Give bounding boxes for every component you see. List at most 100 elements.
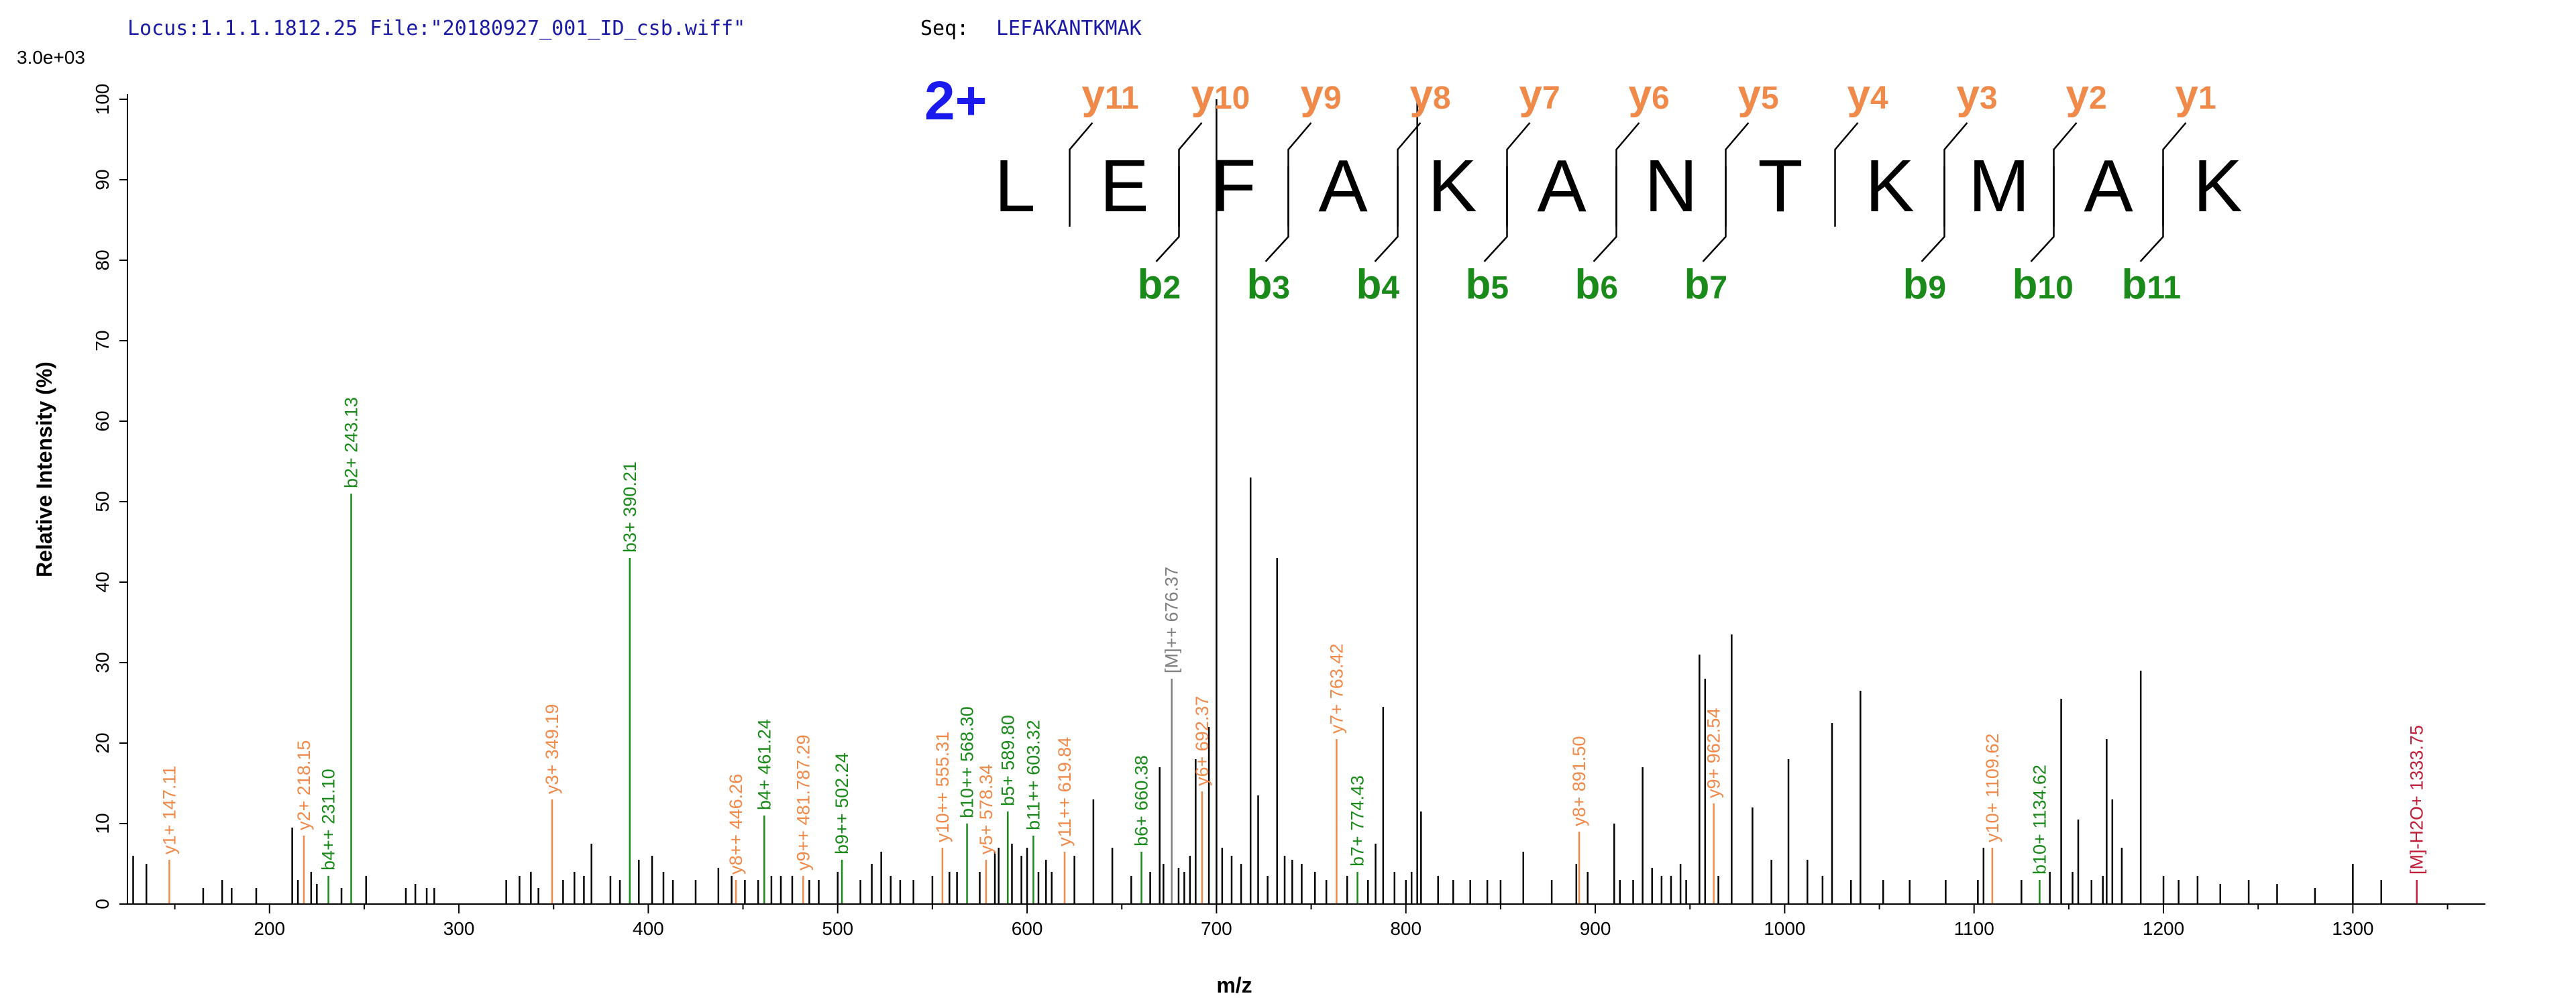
y-ion-label: y10 — [1191, 72, 1250, 118]
seq-value: LEFAKANTKMAK — [996, 17, 1142, 40]
sequence-residue: F — [1211, 145, 1256, 227]
y-tick-label: 20 — [92, 732, 113, 753]
peak-label: b3+ 390.21 — [620, 461, 640, 553]
peak-label: y9++ 481.787.29 — [793, 734, 813, 871]
axis-ticks: 0 10 20 30 40 50 60 70 80 90 100 200 300 400 500 600 700… — [92, 84, 2449, 939]
y-ion-label: y3 — [1957, 72, 1998, 118]
sequence-residue: E — [1099, 145, 1148, 227]
y-tick-label: 10 — [92, 813, 113, 834]
peaks — [132, 99, 2418, 904]
peak-label: b10++ 568.30 — [957, 706, 977, 818]
sequence-residue: K — [1865, 145, 1914, 227]
peak-label: y7+ 763.42 — [1326, 644, 1346, 734]
b-ion-label: b3 — [1247, 262, 1291, 308]
b-ion-bracket — [1593, 166, 1617, 262]
x-tick-label: 200 — [254, 918, 285, 939]
peak-label: b10+ 1134.62 — [2029, 765, 2049, 875]
y-ion-bracket — [1506, 122, 1531, 227]
b-ion-bracket — [1921, 166, 1945, 262]
y-ion-label: y6 — [1629, 72, 1670, 118]
x-tick-label: 1000 — [1764, 918, 1805, 939]
peak-label: [M]-H2O+ 1333.75 — [2407, 725, 2427, 875]
y-ion-label: y1 — [2176, 72, 2216, 118]
b-ion-bracket — [1265, 166, 1289, 262]
y-tick-label: 100 — [92, 84, 113, 115]
peak-label: b9++ 502.24 — [832, 752, 852, 854]
x-tick-label: 400 — [633, 918, 664, 939]
y-ion-label: y9 — [1301, 72, 1342, 118]
y-ion-label: y7 — [1519, 72, 1560, 118]
b-ion-label: b7 — [1684, 262, 1728, 308]
x-tick-label: 1200 — [2143, 918, 2184, 939]
y-ion-label: y4 — [1847, 72, 1888, 118]
sequence-residue: L — [994, 145, 1035, 227]
y-tick-label: 80 — [92, 249, 113, 270]
b-ion-label: b4 — [1356, 262, 1400, 308]
peak-label: b2+ 243.13 — [341, 397, 362, 488]
peak-label: y5+ 578.34 — [976, 765, 996, 854]
peak-label: y6+ 692.37 — [1192, 696, 1212, 786]
sequence-residue: M — [1968, 145, 2030, 227]
peak-label: y8++ 446.26 — [726, 774, 746, 875]
peak-label: b4+ 461.24 — [754, 719, 774, 810]
y-ion-bracket — [1069, 122, 1093, 227]
y-tick-label: 50 — [92, 491, 113, 512]
b-ion-label: b6 — [1575, 262, 1619, 308]
peak-label: y9+ 962.54 — [1704, 708, 1724, 798]
max-intensity-label: 3.0e+03 — [17, 47, 85, 68]
y-ion-label: y2 — [2066, 72, 2107, 118]
peak-label: b5+ 589.80 — [998, 715, 1018, 806]
seq-label: Seq: — [920, 17, 969, 40]
peak-label: y10+ 1109.62 — [1982, 734, 2002, 842]
y-tick-label: 30 — [92, 652, 113, 673]
b-ion-label: b10 — [2012, 262, 2074, 308]
sequence-residue: T — [1758, 145, 1803, 227]
b-ion-bracket — [1374, 166, 1399, 262]
y-ion-label: y8 — [1410, 72, 1451, 118]
peak-label: y11++ 619.84 — [1055, 737, 1075, 846]
sequence-residue: K — [2193, 145, 2242, 227]
x-tick-label: 300 — [443, 918, 475, 939]
peak-label: b7+ 774.43 — [1348, 775, 1368, 866]
y-tick-label: 40 — [92, 571, 113, 592]
peak-label: y8+ 891.50 — [1569, 736, 1589, 826]
b-ion-bracket — [1155, 166, 1180, 262]
peak-label: b4++ 231.10 — [319, 769, 339, 871]
x-tick-label: 700 — [1201, 918, 1232, 939]
x-tick-label: 800 — [1390, 918, 1421, 939]
y-ion-bracket — [1615, 122, 1640, 227]
locus-file-label: Locus:1.1.1.1812.25 File:"20180927_001_I… — [127, 17, 745, 40]
b-ion-label: b5 — [1466, 262, 1509, 308]
sequence-residue: A — [1537, 145, 1587, 227]
y-ion-bracket — [2162, 122, 2187, 227]
b-ion-bracket — [2030, 166, 2055, 262]
peak-label: b6+ 660.38 — [1132, 755, 1152, 846]
peak-label: y1+ 147.11 — [159, 766, 179, 854]
y-ion-bracket — [1725, 122, 1750, 227]
x-tick-label: 1300 — [2332, 918, 2373, 939]
x-tick-label: 600 — [1012, 918, 1043, 939]
y-ion-bracket — [2053, 122, 2078, 227]
b-ion-bracket — [1483, 166, 1508, 262]
b-ion-label: b11 — [2122, 262, 2182, 308]
y-ion-label: y5 — [1738, 72, 1779, 118]
peak-label: y10++ 555.31 — [932, 732, 953, 842]
x-axis-title: m/z — [1216, 973, 1252, 997]
peak-labels: y1+ 147.11 y2+ 218.15 b4++ 231.10 b2+ 243.1… — [159, 397, 2426, 875]
sequence-residue: K — [1428, 145, 1477, 227]
y-tick-label: 70 — [92, 330, 113, 351]
y-tick-label: 90 — [92, 169, 113, 190]
y-tick-label: 0 — [92, 899, 113, 909]
sequence-residue: A — [2084, 145, 2133, 227]
y-axis-title: Relative Intensity (%) — [32, 361, 56, 577]
y-ion-bracket — [1287, 122, 1312, 227]
peak-label: [M]++ 676.37 — [1162, 567, 1182, 673]
y-ion-label: y11 — [1082, 72, 1139, 118]
y-tick-label: 60 — [92, 410, 113, 431]
b-ion-label: b9 — [1903, 262, 1947, 308]
x-tick-label: 1100 — [1954, 918, 1994, 939]
peak-label: b11++ 603.32 — [1023, 720, 1043, 830]
peak-label: y3+ 349.19 — [542, 704, 562, 794]
